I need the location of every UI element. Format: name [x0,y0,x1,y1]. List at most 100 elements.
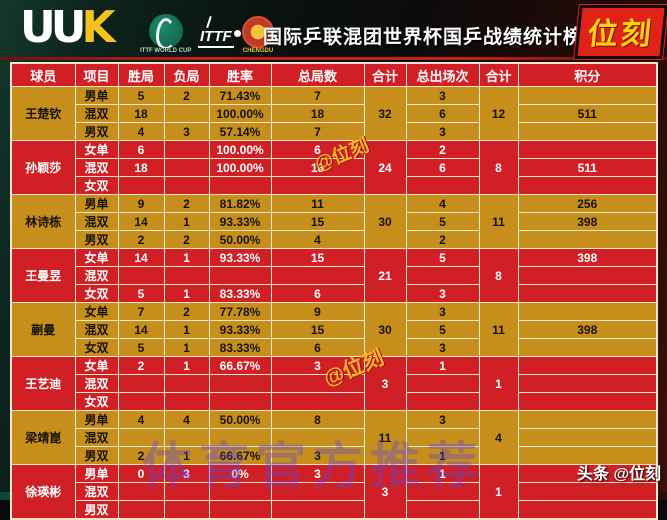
worldcup-logo-caption: ITTF WORLD CUP [140,48,192,54]
event-cell: 混双 [74,320,119,339]
total-appearances-cell: 11 [478,302,519,357]
table-row: 女双 5 1 83.33% 6 3 [11,284,658,303]
winrate-cell: 93.33% [208,320,272,339]
points-cell: 511 [517,158,658,177]
appearances-cell: 6 [405,158,480,177]
total-appearances-cell: 12 [478,86,519,141]
winrate-cell [208,500,272,520]
appearances-cell: 5 [405,212,480,231]
column-header: 项目 [74,62,119,87]
appearances-cell: 5 [405,248,480,267]
table-row: 孙颖莎 女单 6 100.00% 6 24 2 8 [10,140,658,195]
total-appearances-cell: 1 [478,356,519,411]
total-games-cell: 30 [363,302,407,357]
games-cell [270,500,365,520]
winrate-cell: 83.33% [208,338,272,357]
player-name-cell: 孙颖莎 [10,140,76,195]
wins-cell: 14 [117,320,165,339]
losses-cell [163,158,210,177]
points-cell: 256 [517,194,658,213]
wins-cell: 14 [117,212,165,231]
event-cell: 女单 [74,140,119,159]
chengdu-logo-caption: CHENGDU [242,48,274,54]
column-header: 合计 [363,62,407,87]
appearances-cell [405,266,480,285]
event-cell: 女单 [74,302,119,321]
watermark-sports-official: 体育官方推荐 [142,436,484,495]
total-appearances-cell: 4 [478,410,519,465]
table-row: 女双 [11,392,658,411]
winrate-cell: 83.33% [208,284,272,303]
total-games-cell: 11 [363,410,407,465]
wins-cell: 2 [117,356,165,375]
games-cell: 15 [270,248,365,267]
chengdu-emblem-icon [242,16,274,48]
wins-cell [117,500,165,520]
games-cell [270,392,365,411]
column-header: 积分 [517,62,658,87]
player-name-cell: 蒯曼 [10,302,76,357]
table-row: 混双 14 1 93.33% 15 5 398 [11,320,658,339]
column-header: 总局数 [270,62,365,87]
table-row: 女双 5 1 83.33% 6 3 [11,338,658,357]
winrate-cell: 93.33% [208,212,272,231]
wins-cell: 14 [117,248,165,267]
worldcup-globe-icon [148,14,183,48]
total-games-cell: 24 [363,140,407,195]
table-row: 女双 [11,176,658,195]
points-cell [517,482,658,501]
appearances-cell: 3 [405,122,480,141]
losses-cell: 3 [163,122,210,141]
points-cell [517,428,658,447]
appearances-cell: 3 [405,284,480,303]
table-row: 梁靖崑 男单 4 4 50.00% 8 11 3 4 [10,410,658,465]
column-header: 胜局 [117,62,165,87]
appearances-cell: 1 [405,356,480,375]
losses-cell [163,266,210,285]
losses-cell: 1 [163,248,210,267]
losses-cell [163,176,210,195]
games-cell: 4 [270,230,365,249]
points-cell: 398 [517,320,658,339]
appearances-cell [405,374,480,393]
losses-cell: 1 [163,212,210,231]
winrate-cell [208,392,272,411]
event-cell: 混双 [74,212,119,231]
wins-cell: 7 [117,302,165,321]
points-cell [517,230,658,249]
losses-cell: 2 [163,86,210,105]
stats-table-body: 王楚钦 男单 5 2 71.43% 7 32 3 12 混双 18 100.00% 18 6 511 男双 4 3… [10,86,658,520]
wins-cell: 5 [117,338,165,357]
total-games-cell: 30 [363,194,407,249]
ittf-logo-text: ITTF [198,15,241,48]
total-appearances-cell: 11 [478,194,519,249]
uuk-logo: UUK [20,2,116,53]
table-row: 男双 4 3 57.14% 7 3 [11,122,658,141]
losses-cell [163,500,210,520]
table-row: 林诗栋 男单 9 2 81.82% 11 30 4 11 256 [10,194,658,249]
event-cell: 混双 [74,482,119,501]
wins-cell: 4 [117,122,165,141]
event-cell: 女双 [74,338,119,357]
games-cell: 11 [270,194,365,213]
column-header: 胜率 [208,62,272,87]
appearances-cell [405,500,480,520]
losses-cell: 1 [163,338,210,357]
event-cell: 混双 [74,266,119,285]
event-cell: 混双 [74,158,119,177]
appearances-cell: 5 [405,320,480,339]
wins-cell: 6 [117,140,165,159]
losses-cell: 2 [163,194,210,213]
column-header: 负局 [163,62,210,87]
event-cell: 男双 [74,122,119,141]
games-cell [270,176,365,195]
winrate-cell: 77.78% [208,302,272,321]
player-name-cell: 王楚钦 [10,86,76,141]
page-title: 国际乒联混团世界杯国乒战绩统计榜 [263,26,584,48]
table-row: 王曼昱 女单 14 1 93.33% 15 21 5 8 398 [10,248,658,303]
points-cell: 511 [517,104,658,123]
table-row: 混双 14 1 93.33% 15 5 398 [11,212,658,231]
table-row: 混双 [11,266,658,285]
event-cell: 男单 [74,194,119,213]
games-cell: 18 [270,104,365,123]
